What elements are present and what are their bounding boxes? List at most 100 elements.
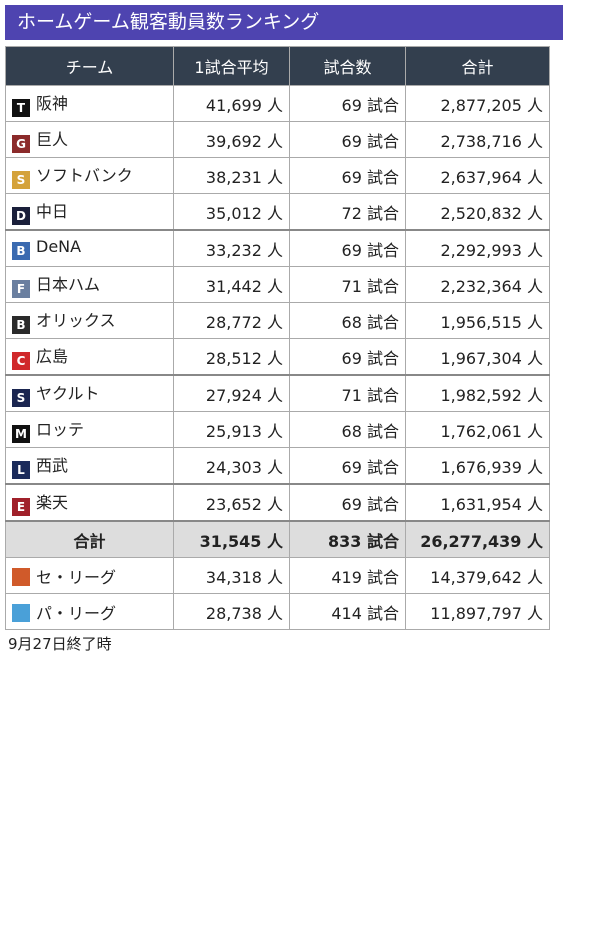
total-cell: 2,232,364 人 bbox=[405, 266, 550, 303]
team-cell: セ・リーグ bbox=[5, 557, 174, 594]
hawks-logo-icon: S bbox=[12, 171, 30, 189]
table-row: 合計 31,545 人 833 試合 26,277,439 人 bbox=[5, 520, 550, 558]
games-cell: 833 試合 bbox=[289, 520, 406, 558]
games-cell: 69 試合 bbox=[289, 121, 406, 158]
team-name: 西武 bbox=[36, 456, 69, 475]
table-row: B DeNA 33,232 人 69 試合 2,292,993 人 bbox=[5, 229, 550, 267]
team-name: 中日 bbox=[36, 202, 69, 221]
table-row: パ・リーグ 28,738 人 414 試合 11,897,797 人 bbox=[5, 593, 550, 630]
header-average: 1試合平均 bbox=[173, 46, 290, 86]
average-cell: 28,512 人 bbox=[173, 338, 290, 376]
table-row: G 巨人 39,692 人 69 試合 2,738,716 人 bbox=[5, 121, 550, 158]
buffaloes-logo-icon: B bbox=[12, 316, 30, 334]
tigers-logo-icon: T bbox=[12, 99, 30, 117]
average-cell: 28,772 人 bbox=[173, 302, 290, 339]
lions-logo-icon: L bbox=[12, 461, 30, 479]
header-team: チーム bbox=[5, 46, 174, 86]
header-games: 試合数 bbox=[289, 46, 406, 86]
average-cell: 23,652 人 bbox=[173, 483, 290, 522]
table-row: D 中日 35,012 人 72 試合 2,520,832 人 bbox=[5, 193, 550, 231]
table-row: M ロッテ 25,913 人 68 試合 1,762,061 人 bbox=[5, 411, 550, 448]
games-cell: 69 試合 bbox=[289, 157, 406, 194]
table-row: S ヤクルト 27,924 人 71 試合 1,982,592 人 bbox=[5, 374, 550, 412]
team-name: DeNA bbox=[36, 237, 82, 256]
average-cell: 41,699 人 bbox=[173, 85, 290, 122]
average-cell: 34,318 人 bbox=[173, 557, 290, 594]
table-row: セ・リーグ 34,318 人 419 試合 14,379,642 人 bbox=[5, 557, 550, 594]
team-name: 楽天 bbox=[36, 493, 69, 512]
total-cell: 2,292,993 人 bbox=[405, 229, 550, 267]
table-row: F 日本ハム 31,442 人 71 試合 2,232,364 人 bbox=[5, 266, 550, 303]
average-cell: 24,303 人 bbox=[173, 447, 290, 485]
table-row: T 阪神 41,699 人 69 試合 2,877,205 人 bbox=[5, 85, 550, 122]
total-cell: 14,379,642 人 bbox=[405, 557, 550, 594]
team-name: 合計 bbox=[73, 531, 106, 551]
average-cell: 38,231 人 bbox=[173, 157, 290, 194]
fighters-logo-icon: F bbox=[12, 280, 30, 298]
total-cell: 1,956,515 人 bbox=[405, 302, 550, 339]
team-cell: E 楽天 bbox=[5, 483, 174, 522]
games-cell: 72 試合 bbox=[289, 193, 406, 231]
games-cell: 69 試合 bbox=[289, 447, 406, 485]
games-cell: 68 試合 bbox=[289, 411, 406, 448]
team-cell: T 阪神 bbox=[5, 85, 174, 122]
swallows-logo-icon: S bbox=[12, 389, 30, 407]
average-cell: 27,924 人 bbox=[173, 374, 290, 412]
games-cell: 419 試合 bbox=[289, 557, 406, 594]
team-cell: M ロッテ bbox=[5, 411, 174, 448]
total-cell: 1,762,061 人 bbox=[405, 411, 550, 448]
footnote: 9月27日終了時 bbox=[8, 635, 112, 653]
team-cell: D 中日 bbox=[5, 193, 174, 231]
average-cell: 31,442 人 bbox=[173, 266, 290, 303]
team-name: パ・リーグ bbox=[36, 603, 117, 623]
total-cell: 2,877,205 人 bbox=[405, 85, 550, 122]
attendance-table: チーム 1試合平均 試合数 合計 T 阪神 41,699 人 69 試合 2,87… bbox=[5, 46, 550, 630]
games-cell: 69 試合 bbox=[289, 85, 406, 122]
games-cell: 69 試合 bbox=[289, 483, 406, 522]
total-cell: 1,982,592 人 bbox=[405, 374, 550, 412]
average-cell: 39,692 人 bbox=[173, 121, 290, 158]
games-cell: 71 試合 bbox=[289, 374, 406, 412]
central-league-logo-icon bbox=[12, 567, 30, 586]
giants-logo-icon: G bbox=[12, 135, 30, 153]
table-row: B オリックス 28,772 人 68 試合 1,956,515 人 bbox=[5, 302, 550, 339]
team-cell: F 日本ハム bbox=[5, 266, 174, 303]
carp-logo-icon: C bbox=[12, 352, 30, 370]
marines-logo-icon: M bbox=[12, 425, 30, 443]
table-row: E 楽天 23,652 人 69 試合 1,631,954 人 bbox=[5, 483, 550, 522]
games-cell: 71 試合 bbox=[289, 266, 406, 303]
average-cell: 31,545 人 bbox=[173, 520, 290, 558]
dragons-logo-icon: D bbox=[12, 207, 30, 225]
header-total: 合計 bbox=[405, 46, 550, 86]
team-name: 巨人 bbox=[36, 130, 69, 149]
baystars-logo-icon: B bbox=[12, 242, 30, 260]
page-title: ホームゲーム観客動員数ランキング bbox=[5, 5, 563, 40]
team-name: 阪神 bbox=[36, 94, 69, 113]
total-cell: 1,967,304 人 bbox=[405, 338, 550, 376]
average-cell: 28,738 人 bbox=[173, 593, 290, 630]
total-cell: 2,520,832 人 bbox=[405, 193, 550, 231]
team-name: オリックス bbox=[36, 311, 116, 330]
team-name: ヤクルト bbox=[36, 384, 100, 403]
team-cell: 合計 bbox=[5, 520, 174, 558]
table-row: C 広島 28,512 人 69 試合 1,967,304 人 bbox=[5, 338, 550, 376]
team-name: 日本ハム bbox=[36, 275, 101, 294]
average-cell: 33,232 人 bbox=[173, 229, 290, 267]
team-cell: B オリックス bbox=[5, 302, 174, 339]
average-cell: 25,913 人 bbox=[173, 411, 290, 448]
average-cell: 35,012 人 bbox=[173, 193, 290, 231]
pacific-league-logo-icon bbox=[12, 603, 30, 622]
total-cell: 1,676,939 人 bbox=[405, 447, 550, 485]
team-cell: パ・リーグ bbox=[5, 593, 174, 630]
total-cell: 11,897,797 人 bbox=[405, 593, 550, 630]
team-name: 広島 bbox=[36, 347, 69, 366]
games-cell: 69 試合 bbox=[289, 338, 406, 376]
table-row: L 西武 24,303 人 69 試合 1,676,939 人 bbox=[5, 447, 550, 485]
games-cell: 68 試合 bbox=[289, 302, 406, 339]
team-cell: C 広島 bbox=[5, 338, 174, 376]
total-cell: 2,637,964 人 bbox=[405, 157, 550, 194]
total-cell: 26,277,439 人 bbox=[405, 520, 550, 558]
team-cell: S ソフトバンク bbox=[5, 157, 174, 194]
team-name: ロッテ bbox=[36, 420, 85, 439]
team-cell: G 巨人 bbox=[5, 121, 174, 158]
